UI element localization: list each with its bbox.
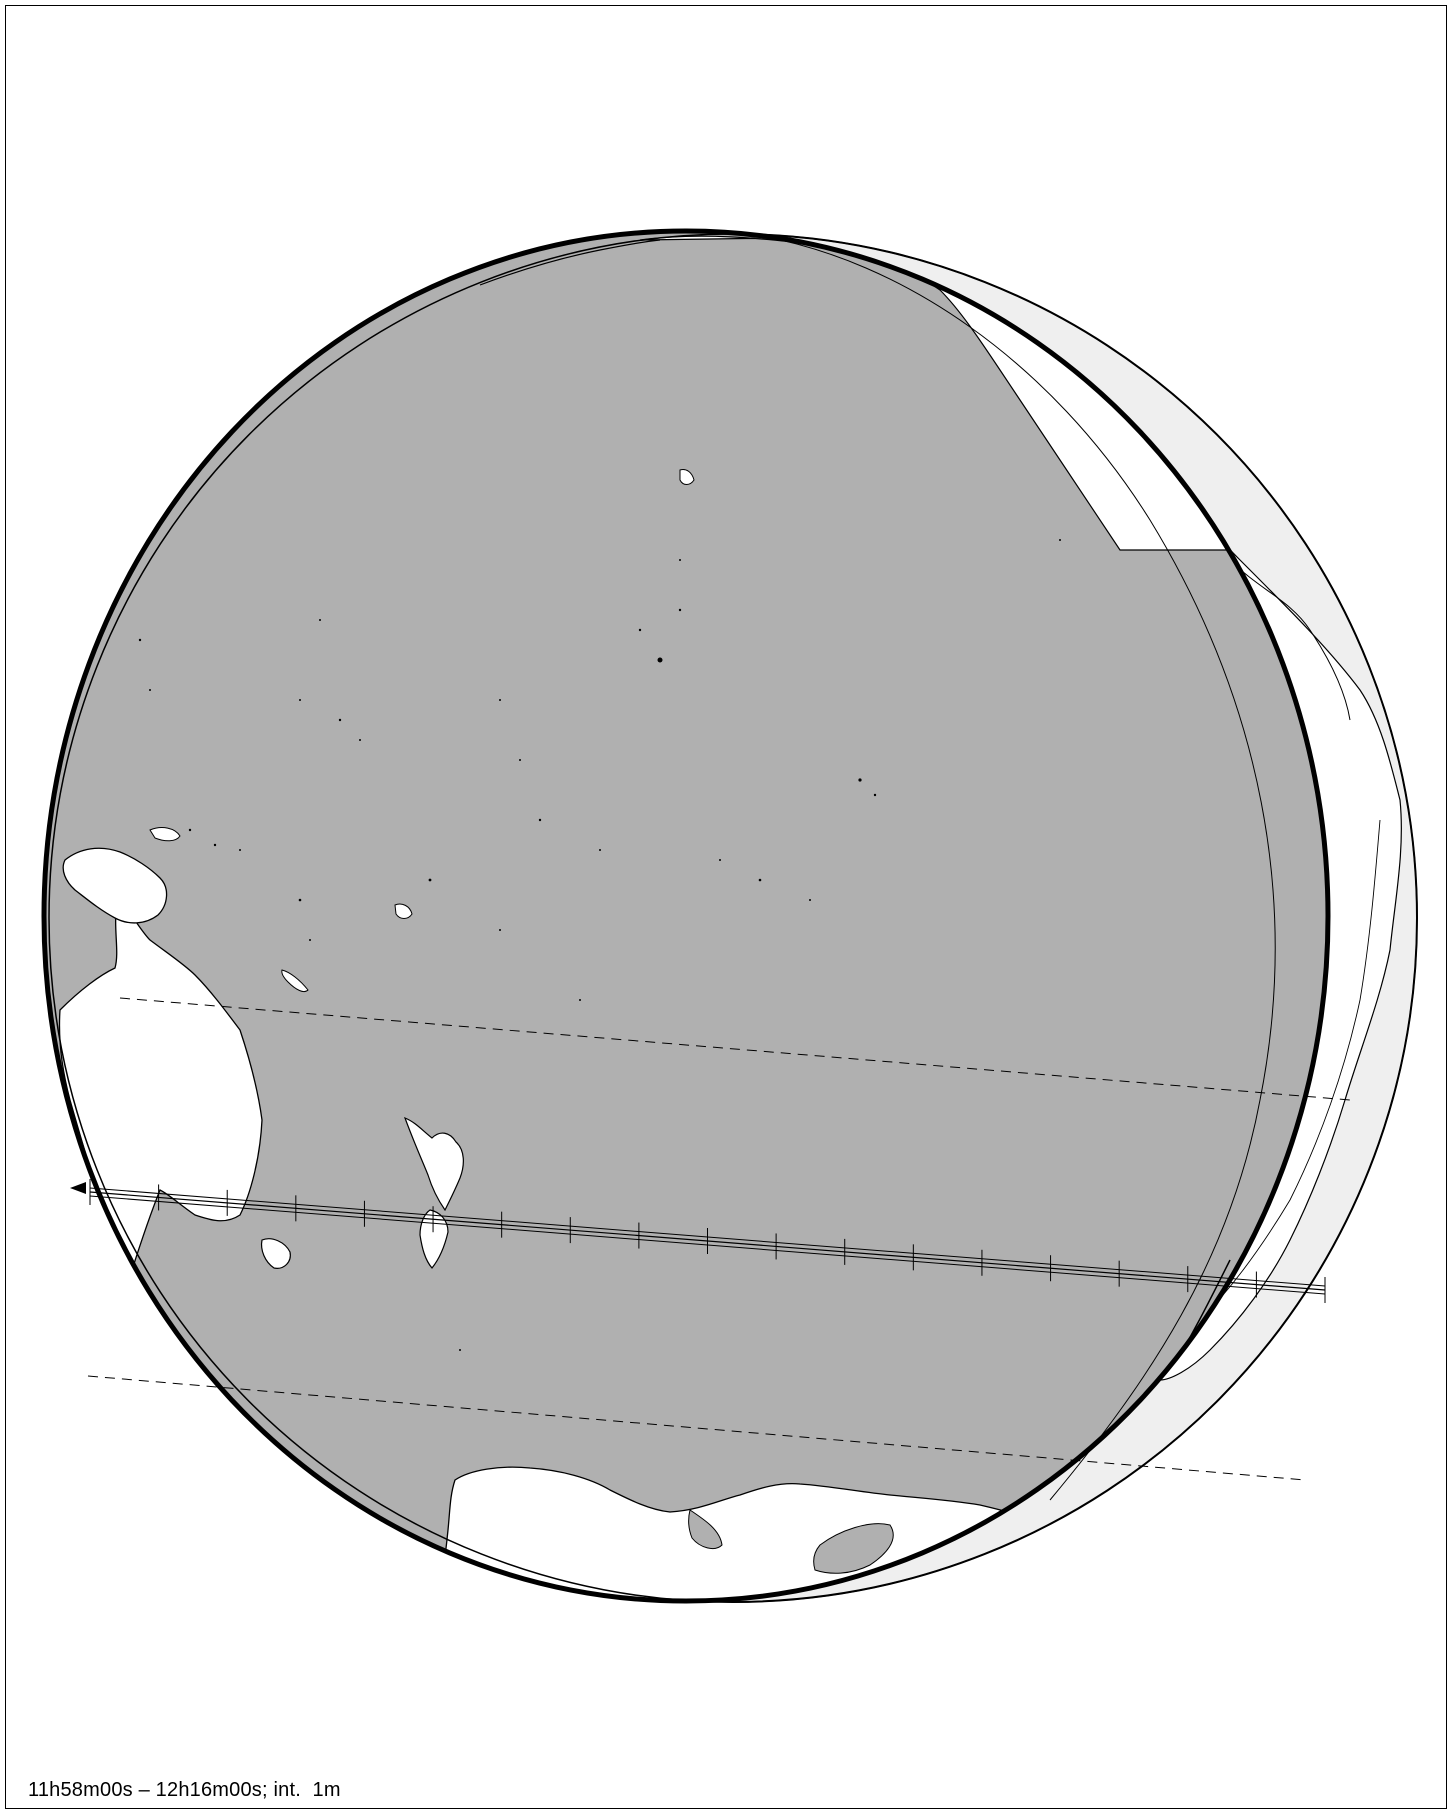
- central-path: [89, 1179, 1326, 1303]
- new-zealand-north-island: [403, 1116, 464, 1212]
- shadow-region: [44, 231, 1328, 1601]
- new-caledonia-land: [281, 969, 309, 993]
- direction-arrow: [70, 1182, 86, 1194]
- aleutian-coast: [479, 239, 661, 286]
- south-america-inner-outline: [1199, 819, 1381, 1321]
- fiji-land: [394, 903, 413, 919]
- central-path-ticks: [89, 1179, 1326, 1303]
- ross-sea-notch: [688, 1509, 723, 1549]
- northern-limit-line: [119, 997, 1351, 1101]
- new-guinea-land: [62, 847, 168, 924]
- time-range-caption: 11h58m00s – 12h16m00s; int. 1m: [28, 1779, 341, 1801]
- pacific-islands: [138, 539, 1061, 1351]
- tasmania-land: [260, 1238, 291, 1269]
- new-zealand-south-island: [419, 1209, 449, 1269]
- terminator-line: [759, 235, 1276, 1501]
- central-america-outline: [1229, 559, 1351, 721]
- antarctic-peninsula-gray: [813, 1523, 894, 1574]
- globe-outline: [48, 233, 1418, 1603]
- hawaii-land: [679, 469, 695, 485]
- new-britain-land: [149, 827, 181, 842]
